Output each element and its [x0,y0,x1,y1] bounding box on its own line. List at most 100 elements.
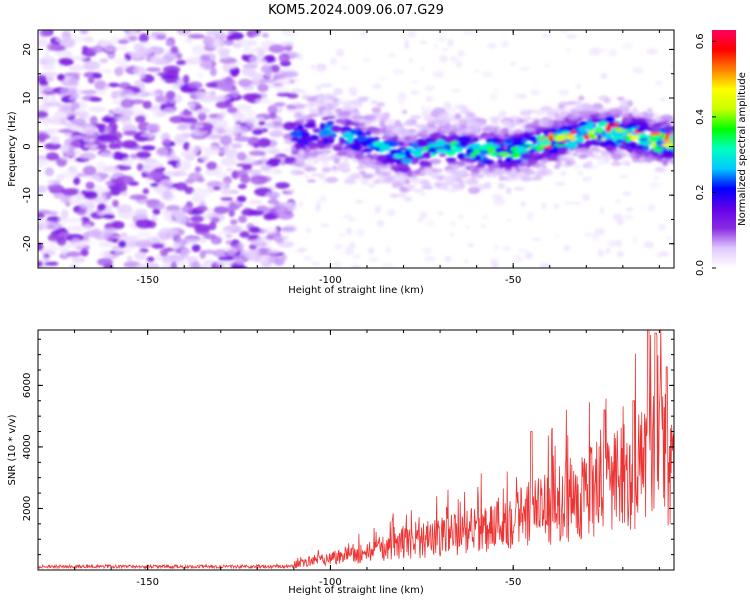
heatmap-cell [173,170,187,177]
heatmap-cell [117,39,129,45]
heatmap-cell [541,140,552,146]
heatmap-cell [603,156,610,164]
heatmap-cell [449,164,459,168]
heatmap-cell [303,174,310,179]
heatmap-cell [654,80,663,86]
heatmap-cell [636,159,646,163]
heatmap-cell [424,256,436,262]
heatmap-cell [81,89,98,95]
heatmap-cell [425,129,437,133]
heatmap-cell [56,236,67,246]
heatmap-cell [248,210,265,216]
heatmap-cell [103,45,119,53]
heatmap-cell [232,42,242,49]
heatmap-cell [155,34,167,40]
heatmap-cell [48,116,64,125]
heatmap-cell [176,160,192,171]
heatmap-cell [398,164,409,168]
heatmap-cell [359,171,367,175]
heatmap-cell [579,121,587,126]
heatmap-cell [274,205,288,215]
heatmap-cell [45,241,61,246]
heatmap-cell [213,206,229,215]
heatmap-cell [547,156,558,161]
heatmap-cell [235,104,252,111]
heatmap-cell [374,205,382,213]
heatmap-cell [319,83,333,88]
heatmap-cell [206,161,218,171]
heatmap-cell [447,102,453,110]
heatmap-cell [346,227,353,235]
heatmap-cell [215,30,225,37]
heatmap-cell [342,214,353,219]
heatmap-cell [236,151,247,161]
colorbar-gradient [712,30,736,268]
heatmap-cell [128,35,138,42]
heatmap-cell [247,155,256,165]
heatmap-cell [555,160,563,167]
heatmap-cell [83,162,91,167]
heatmap-cell [204,39,214,47]
colorbar-label: Normalized spectral amplitude [737,72,748,226]
heatmap-cell [321,166,332,173]
heatmap-cell [265,191,281,198]
heatmap-cell [379,143,387,150]
y-tick-label: -20 [22,236,33,252]
heatmap-cell [577,147,589,154]
heatmap-cell [625,207,635,212]
heatmap-cell [68,76,79,86]
heatmap-cell [394,171,405,179]
heatmap-cell [519,67,531,71]
heatmap-cell [222,226,239,231]
heatmap-cell [359,31,367,37]
heatmap-cell [506,218,513,223]
heatmap-cell [589,153,598,159]
heatmap-cell [352,107,359,115]
heatmap-cell [45,152,60,161]
heatmap-cell [62,143,70,153]
heatmap-cell [345,100,355,106]
heatmap-cell [118,240,127,249]
heatmap-cell [415,147,424,153]
heatmap-cell [79,152,97,161]
heatmap-cell [605,247,611,255]
heatmap-cell [561,130,570,135]
heatmap-cell [69,125,83,131]
heatmap-cell [146,256,155,263]
heatmap-cell [623,116,632,123]
heatmap-cell [49,96,58,106]
heatmap-cell [490,174,497,178]
x-tick-label: -150 [136,275,159,286]
colorbar-tick-label: 0.4 [695,109,706,125]
heatmap-cell [637,121,650,128]
heatmap-cell [147,92,162,97]
heatmap-cell [325,176,339,184]
heatmap-cell [82,60,101,71]
heatmap-cell [136,47,153,56]
heatmap-cell [38,110,49,119]
heatmap-cell [498,152,510,157]
heatmap-cell [340,65,349,70]
heatmap-cell [64,50,73,59]
heatmap-cell [656,251,662,259]
heatmap-cell [97,203,107,211]
heatmap-cell [295,156,303,163]
heatmap-cell [311,173,320,177]
heatmap-cell [596,134,603,140]
heatmap-cell [105,174,119,179]
heatmap-cell [204,62,211,71]
heatmap-cell [134,208,148,216]
heatmap-cell [247,116,265,122]
heatmap-cell [300,129,309,133]
heatmap-cell [349,173,360,180]
heatmap-cell [171,242,181,249]
heatmap-cell [600,134,612,139]
heatmap-cell [504,167,513,172]
heatmap-cell [459,160,465,167]
heatmap-cell [99,39,109,48]
heatmap-cell [305,96,317,102]
heatmap-cell [269,130,284,138]
heatmap-cell [60,155,71,160]
heatmap-cell [163,52,178,60]
